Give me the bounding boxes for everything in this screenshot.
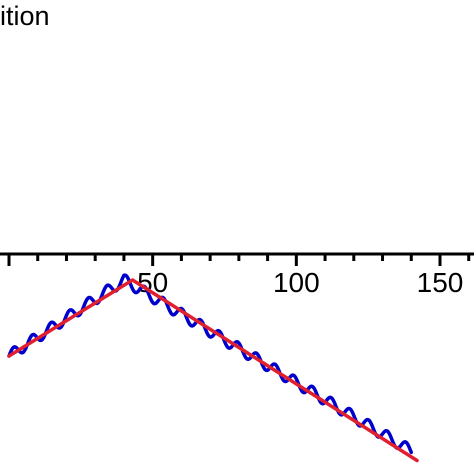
x-axis-tick-labels: 50 100 150 — [137, 267, 463, 298]
series-blue-line — [7, 273, 414, 455]
x-tick-label: 150 — [417, 267, 464, 298]
series-red-line — [7, 278, 419, 463]
x-axis-ticks — [7, 254, 471, 266]
chart-title-fragment: ition — [0, 1, 50, 31]
x-tick-label: 100 — [273, 267, 320, 298]
series-lines — [7, 273, 419, 463]
